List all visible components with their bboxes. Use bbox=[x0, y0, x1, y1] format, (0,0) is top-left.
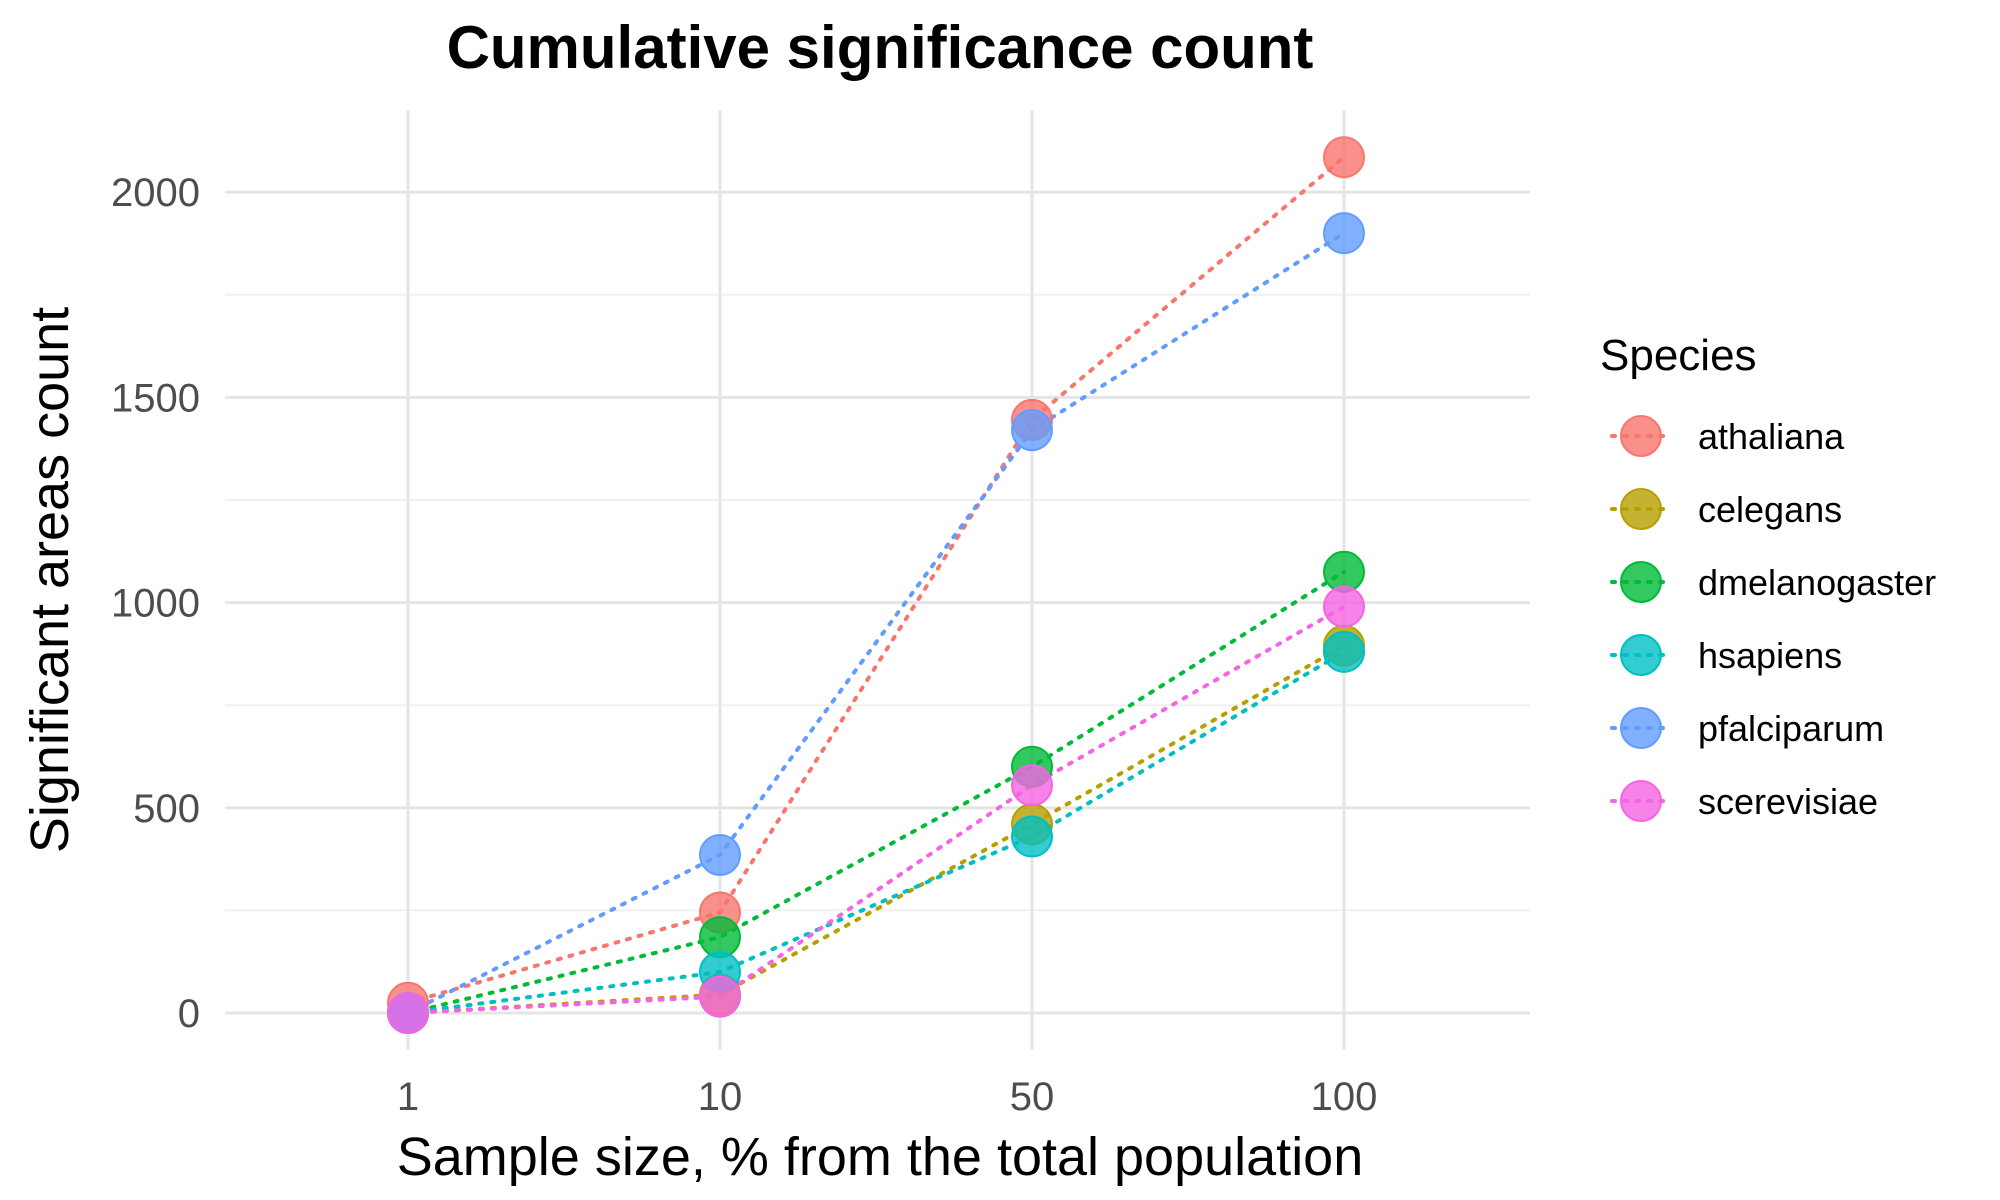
y-tick-label: 1500 bbox=[111, 376, 200, 420]
legend-item-pfalciparum: pfalciparum bbox=[1610, 707, 1884, 749]
data-point-pfalciparum bbox=[699, 834, 741, 877]
series-points bbox=[387, 136, 1365, 1035]
data-point-hsapiens bbox=[1323, 630, 1365, 673]
data-point-scerevisiae bbox=[1011, 764, 1053, 807]
series-line-pfalciparum bbox=[406, 231, 1346, 1016]
data-point-pfalciparum bbox=[1323, 212, 1365, 255]
legend-item-celegans: celegans bbox=[1610, 488, 1842, 530]
series-lines bbox=[406, 155, 1346, 1016]
legend-items: athaliana celegans dmelanogaster hsapiens pf… bbox=[1610, 415, 1936, 822]
x-axis-title: Sample size, % from the total population bbox=[397, 1127, 1364, 1187]
legend-key-point bbox=[1620, 707, 1662, 749]
legend-label: hsapiens bbox=[1698, 635, 1842, 676]
legend-item-hsapiens: hsapiens bbox=[1610, 634, 1842, 676]
data-point-athaliana bbox=[1323, 136, 1365, 179]
series-line-hsapiens bbox=[406, 649, 1346, 1016]
y-tick-label: 500 bbox=[133, 787, 200, 831]
series-line-dmelanogaster bbox=[406, 569, 1346, 1016]
legend-item-dmelanogaster: dmelanogaster bbox=[1610, 561, 1936, 603]
legend: Species athaliana celegans dmelanogaster hs… bbox=[1600, 331, 1936, 822]
x-tick-label: 10 bbox=[698, 1075, 743, 1119]
data-point-pfalciparum bbox=[1011, 409, 1053, 452]
chart-title: Cumulative significance count bbox=[447, 14, 1314, 81]
data-point-hsapiens bbox=[1011, 815, 1053, 858]
data-point-scerevisiae bbox=[387, 992, 429, 1035]
legend-item-athaliana: athaliana bbox=[1610, 415, 1845, 457]
legend-key-point bbox=[1620, 561, 1662, 603]
y-tick-label: 0 bbox=[178, 992, 200, 1036]
legend-key-point bbox=[1620, 780, 1662, 822]
data-point-scerevisiae bbox=[1323, 585, 1365, 628]
legend-key-point bbox=[1620, 415, 1662, 457]
x-tick-label: 100 bbox=[1311, 1075, 1378, 1119]
x-tick-label: 1 bbox=[397, 1075, 419, 1119]
legend-title: Species bbox=[1600, 331, 1757, 380]
y-axis-ticks: 0 500 1000 1500 2000 bbox=[111, 171, 200, 1036]
legend-label: dmelanogaster bbox=[1698, 562, 1936, 603]
legend-key-point bbox=[1620, 488, 1662, 530]
legend-label: pfalciparum bbox=[1698, 708, 1884, 749]
legend-label: celegans bbox=[1698, 489, 1842, 530]
legend-label: scerevisiae bbox=[1698, 781, 1878, 822]
series-line-athaliana bbox=[406, 155, 1346, 1005]
legend-key-point bbox=[1620, 634, 1662, 676]
legend-item-scerevisiae: scerevisiae bbox=[1610, 780, 1878, 822]
series-line-scerevisiae bbox=[406, 604, 1346, 1016]
x-tick-label: 50 bbox=[1010, 1075, 1055, 1119]
series-line-celegans bbox=[406, 643, 1346, 1016]
y-tick-label: 2000 bbox=[111, 171, 200, 215]
y-axis-title: Significant areas count bbox=[20, 307, 80, 853]
y-tick-label: 1000 bbox=[111, 582, 200, 626]
legend-label: athaliana bbox=[1698, 416, 1845, 457]
data-point-scerevisiae bbox=[699, 975, 741, 1018]
x-axis-ticks: 1 10 50 100 bbox=[397, 1075, 1378, 1119]
